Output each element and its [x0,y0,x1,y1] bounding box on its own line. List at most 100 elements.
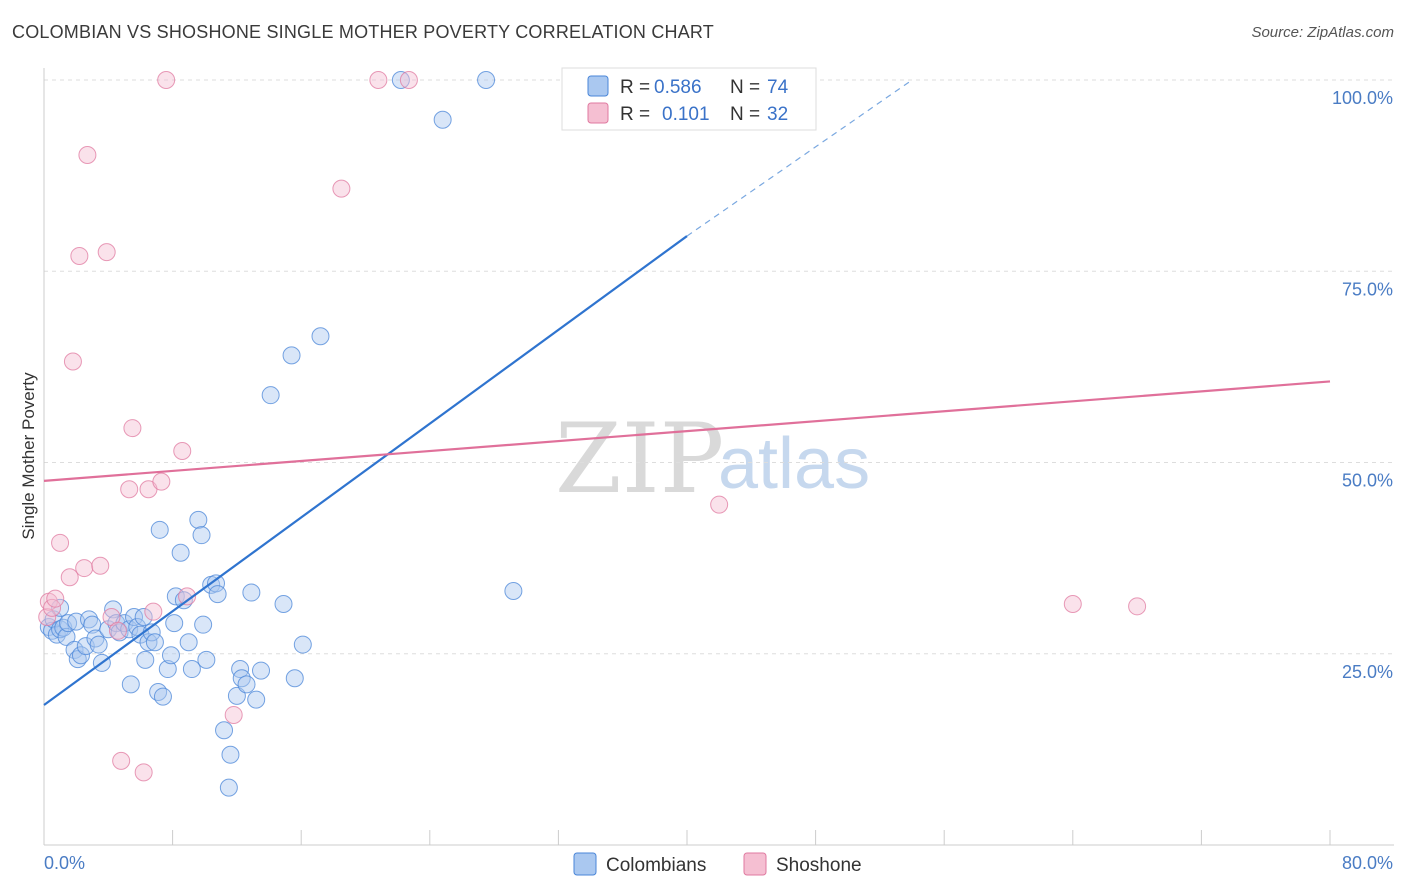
colombians-point-54 [219,778,238,797]
legend-r-label-colombians: R = [620,77,650,98]
x-tick-label-min: 0.0% [44,853,85,873]
shoshone-point-24 [157,71,176,89]
colombians-point-13 [76,637,95,656]
legend-n-value-colombians: 74 [767,77,789,98]
shoshone-point-13 [108,621,127,640]
y-tick-label-50: 50.0% [1342,471,1393,491]
colombians-point-7 [57,627,76,646]
colombians-point-63 [274,595,293,614]
shoshone-point-8 [75,559,94,578]
colombians-point-12 [71,646,90,665]
chart-title: COLOMBIAN VS SHOSHONE SINGLE MOTHER POVE… [12,22,714,42]
axes [43,68,1394,846]
y-tick-label-25: 25.0% [1342,662,1393,682]
watermark-atlas: atlas [718,424,870,504]
legend-r-label-shoshone: R = [620,104,650,125]
shoshone-point-22 [178,587,197,606]
colombians-point-44 [182,660,201,679]
legend-r-value-colombians: 0.586 [654,77,702,98]
colombians-point-14 [80,610,99,629]
legend-n-value-shoshone: 32 [767,104,788,125]
colombians-point-33 [145,633,164,652]
shoshone-point-15 [123,419,142,438]
colombians-point-58 [237,675,256,694]
chart-source: Source: ZipAtlas.com [1251,24,1394,41]
colombians-point-53 [221,745,240,764]
colombians-point-29 [134,608,153,627]
colombians-point-41 [171,543,190,562]
colombians-point-26 [125,608,144,627]
colombians-point-65 [285,669,304,688]
gridlines [44,79,1394,655]
colombians-point-39 [165,614,184,633]
y-tick-label-75: 75.0% [1342,279,1393,299]
shoshone-point-7 [70,246,89,265]
shoshone-point-27 [399,71,418,89]
colombians-point-64 [282,346,301,365]
y-axis-title: Single Mother Poverty [19,372,38,540]
colombians-point-51 [208,585,227,604]
shoshone-point-0 [38,608,57,627]
colombians-point-30 [136,650,155,669]
shoshone-point-4 [51,533,70,552]
colombians-point-35 [150,520,169,539]
shoshone-point-5 [60,568,79,587]
colombians-point-17 [89,635,108,654]
legend-n-label-shoshone: N = [730,104,760,125]
colombians-point-47 [194,615,213,634]
bottom-legend-swatch-colombians [573,852,597,876]
colombians-point-59 [242,583,261,602]
watermark-zip: ZIP [555,403,724,515]
colombians-point-57 [232,669,251,688]
series-shoshone [38,71,1147,782]
colombians-point-71 [504,582,523,601]
shoshone-point-10 [91,556,110,575]
shoshone-point-14 [112,751,131,770]
colombians-point-48 [197,650,216,669]
colombians-point-70 [477,71,496,89]
colombians-point-56 [231,660,250,679]
trend-line-colombians [43,235,688,706]
colombians-point-36 [153,687,172,706]
legend-swatch-colombians [587,75,609,97]
trend-line-shoshone [43,380,1331,482]
x-tick-label-max: 80.0% [1342,853,1393,873]
colombians-point-66 [293,635,312,654]
shoshone-point-3 [46,589,65,608]
trend-lines [43,79,1331,706]
colombians-point-20 [104,600,123,619]
shoshone-point-16 [120,480,139,499]
legend-r-value-shoshone: 0.101 [662,104,710,125]
bottom-legend-label-shoshone: Shoshone [776,855,862,876]
colombians-point-69 [433,110,452,129]
shoshone-point-20 [152,472,171,491]
x-ticks [43,830,1331,845]
colombians-point-37 [158,660,177,679]
shoshone-point-31 [1128,597,1147,616]
colombians-point-46 [192,526,211,545]
colombians-point-55 [227,686,246,705]
colombians-point-62 [261,386,280,405]
watermark: ZIP atlas [555,403,870,515]
bottom-legend-label-colombians: Colombians [606,855,706,876]
colombians-point-43 [179,633,198,652]
shoshone-point-6 [63,352,82,371]
shoshone-point-9 [78,145,97,164]
colombians-point-52 [215,721,234,740]
shoshone-point-26 [369,71,388,89]
shoshone-point-29 [710,495,729,514]
bottom-legend-swatch-shoshone [743,852,767,876]
series-colombians [39,71,523,797]
trend-line-colombians-extension [686,79,913,237]
shoshone-point-19 [144,602,163,621]
correlation-legend: R = 0.586 N = 74 R = 0.101 N = 32 [561,67,817,131]
colombians-point-38 [161,646,180,665]
shoshone-point-17 [134,763,153,782]
colombians-point-25 [121,675,140,694]
shoshone-point-25 [332,179,351,198]
colombians-point-31 [139,633,158,652]
shoshone-point-21 [173,442,192,461]
colombians-point-61 [252,661,271,680]
y-tick-labels: 25.0% 50.0% 75.0% 100.0% [1332,88,1393,682]
